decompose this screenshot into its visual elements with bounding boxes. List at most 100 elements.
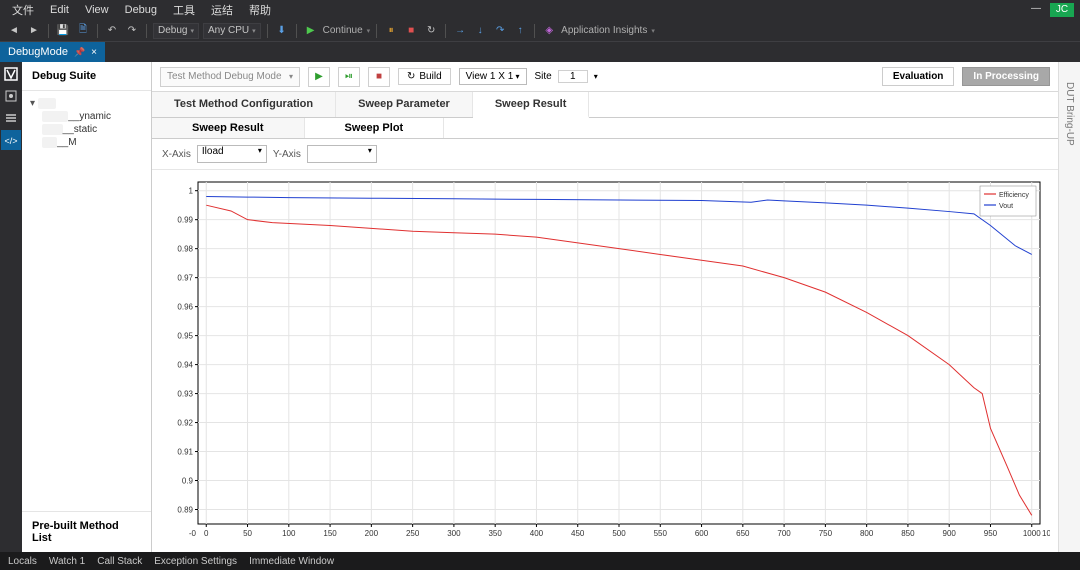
build-button[interactable]: Build bbox=[398, 68, 451, 85]
svg-text:200: 200 bbox=[365, 529, 379, 538]
menu-tools[interactable]: 工具 bbox=[167, 0, 201, 20]
debug-suite-title: Debug Suite bbox=[22, 62, 151, 91]
prebuilt-method-list[interactable]: Pre-built Method List bbox=[22, 511, 151, 552]
status-immediate[interactable]: Immediate Window bbox=[249, 556, 334, 567]
svg-text:0.92: 0.92 bbox=[177, 419, 193, 428]
menu-help[interactable]: 帮助 bbox=[243, 0, 277, 20]
svg-text:950: 950 bbox=[984, 529, 998, 538]
undo-icon[interactable]: ↶ bbox=[104, 23, 120, 39]
subtab-sweep-result[interactable]: Sweep Result bbox=[152, 118, 305, 138]
left-tool-strip: </> bbox=[0, 62, 22, 552]
strip-icon-1[interactable] bbox=[1, 64, 21, 84]
svg-text:600: 600 bbox=[695, 529, 709, 538]
menu-view[interactable]: View bbox=[79, 2, 115, 18]
platform-combo[interactable]: Any CPU bbox=[203, 23, 261, 39]
svg-text:0: 0 bbox=[204, 529, 209, 538]
config-combo[interactable]: Debug bbox=[153, 23, 199, 39]
download-icon[interactable]: ⬇ bbox=[274, 23, 290, 39]
tree-node-m[interactable]: __M bbox=[26, 136, 147, 149]
pause-icon[interactable]: ⏸ bbox=[383, 23, 399, 39]
svg-text:450: 450 bbox=[571, 529, 585, 538]
svg-text:350: 350 bbox=[488, 529, 502, 538]
svg-text:300: 300 bbox=[447, 529, 461, 538]
window-maximize[interactable]: JC bbox=[1050, 3, 1074, 17]
site-value[interactable]: 1 bbox=[558, 70, 588, 83]
x-axis-select[interactable]: Iload ▾ bbox=[197, 145, 267, 163]
debug-suite-tree[interactable]: ▾ __ynamic __static __M bbox=[22, 91, 151, 511]
tab-test-method-config[interactable]: Test Method Configuration bbox=[152, 92, 336, 117]
status-bar: Locals Watch 1 Call Stack Exception Sett… bbox=[0, 552, 1080, 570]
strip-icon-code[interactable]: </> bbox=[1, 130, 21, 150]
restart-icon[interactable]: ↻ bbox=[423, 23, 439, 39]
window-minimize[interactable]: — bbox=[1024, 3, 1048, 17]
evaluation-button[interactable]: Evaluation bbox=[882, 67, 955, 86]
svg-text:850: 850 bbox=[901, 529, 915, 538]
tab-sweep-parameter[interactable]: Sweep Parameter bbox=[336, 92, 473, 117]
svg-text:0.97: 0.97 bbox=[177, 274, 193, 283]
appinsights-label[interactable]: Application Insights bbox=[561, 25, 647, 36]
svg-text:100: 100 bbox=[282, 529, 296, 538]
svg-text:500: 500 bbox=[612, 529, 626, 538]
run-step-button[interactable]: ⏯ bbox=[338, 67, 360, 87]
test-method-combo[interactable]: Test Method Debug Mode bbox=[160, 67, 300, 87]
continue-icon[interactable]: ▶ bbox=[303, 23, 319, 39]
status-watch[interactable]: Watch 1 bbox=[49, 556, 85, 567]
config-tabs: Test Method Configuration Sweep Paramete… bbox=[152, 92, 1058, 118]
site-label: Site bbox=[535, 71, 552, 82]
strip-icon-2[interactable] bbox=[1, 86, 21, 106]
menu-bar: 文件 Edit View Debug 工具 运结 帮助 — JC bbox=[0, 0, 1080, 20]
svg-text:150: 150 bbox=[323, 529, 337, 538]
in-processing-button[interactable]: In Processing bbox=[962, 67, 1050, 86]
step-next-icon[interactable]: → bbox=[452, 23, 468, 39]
close-icon[interactable]: × bbox=[91, 47, 97, 58]
appinsights-icon: ◈ bbox=[541, 23, 557, 39]
svg-text:-0: -0 bbox=[189, 529, 197, 538]
document-tab-label: DebugMode bbox=[8, 46, 68, 58]
tree-node-static[interactable]: __static bbox=[26, 123, 147, 136]
svg-text:0.93: 0.93 bbox=[177, 390, 193, 399]
menu-file[interactable]: 文件 bbox=[6, 0, 40, 20]
status-locals[interactable]: Locals bbox=[8, 556, 37, 567]
svg-text:1: 1 bbox=[189, 187, 194, 196]
save-icon[interactable]: 💾 bbox=[55, 23, 71, 39]
redo-icon[interactable]: ↷ bbox=[124, 23, 140, 39]
view-layout-combo[interactable]: View 1 X 1 bbox=[459, 68, 527, 85]
right-collapsed-panel[interactable]: DUT Bring-UP bbox=[1058, 62, 1080, 552]
menu-debug[interactable]: Debug bbox=[119, 2, 163, 18]
toolbar: ◄ ► 💾 🗎 ↶ ↷ Debug Any CPU ⬇ ▶ Continue ▾… bbox=[0, 20, 1080, 42]
tree-node-dynamic[interactable]: __ynamic bbox=[26, 110, 147, 123]
menu-run[interactable]: 运结 bbox=[205, 0, 239, 20]
step-out-icon[interactable]: ↑ bbox=[512, 23, 528, 39]
tree-root[interactable]: ▾ bbox=[26, 97, 147, 110]
stop-button[interactable]: ■ bbox=[368, 67, 390, 87]
step-over-icon[interactable]: ↷ bbox=[492, 23, 508, 39]
right-panel-label: DUT Bring-UP bbox=[1064, 82, 1075, 146]
document-tab-row: DebugMode 📌 × bbox=[0, 42, 1080, 62]
svg-text:0.94: 0.94 bbox=[177, 361, 193, 370]
nav-fwd-icon[interactable]: ► bbox=[26, 23, 42, 39]
subtab-sweep-plot[interactable]: Sweep Plot bbox=[305, 118, 445, 138]
step-into-icon[interactable]: ↓ bbox=[472, 23, 488, 39]
document-tab-debugmode[interactable]: DebugMode 📌 × bbox=[0, 42, 105, 62]
save-all-icon[interactable]: 🗎 bbox=[75, 23, 91, 39]
y-axis-select[interactable]: ▾ bbox=[307, 145, 377, 163]
stop-icon[interactable]: ■ bbox=[403, 23, 419, 39]
status-exception[interactable]: Exception Settings bbox=[154, 556, 237, 567]
svg-text:0.95: 0.95 bbox=[177, 332, 193, 341]
svg-text:400: 400 bbox=[530, 529, 544, 538]
result-subtabs: Sweep Result Sweep Plot bbox=[152, 118, 1058, 139]
strip-icon-3[interactable] bbox=[1, 108, 21, 128]
sweep-plot-area: 0.890.90.910.920.930.940.950.960.970.980… bbox=[152, 170, 1058, 552]
pin-icon[interactable]: 📌 bbox=[74, 47, 85, 58]
status-callstack[interactable]: Call Stack bbox=[97, 556, 142, 567]
svg-text:0.89: 0.89 bbox=[177, 506, 193, 515]
run-button[interactable]: ▶ bbox=[308, 67, 330, 87]
svg-text:10: 10 bbox=[1042, 529, 1050, 538]
nav-back-icon[interactable]: ◄ bbox=[6, 23, 22, 39]
main-topbar: Test Method Debug Mode ▶ ⏯ ■ Build View … bbox=[152, 62, 1058, 92]
tab-sweep-result[interactable]: Sweep Result bbox=[473, 92, 590, 118]
continue-label[interactable]: Continue bbox=[323, 25, 363, 36]
menu-edit[interactable]: Edit bbox=[44, 2, 75, 18]
svg-text:800: 800 bbox=[860, 529, 874, 538]
debug-suite-panel: Debug Suite ▾ __ynamic __static __M Pre-… bbox=[22, 62, 152, 552]
